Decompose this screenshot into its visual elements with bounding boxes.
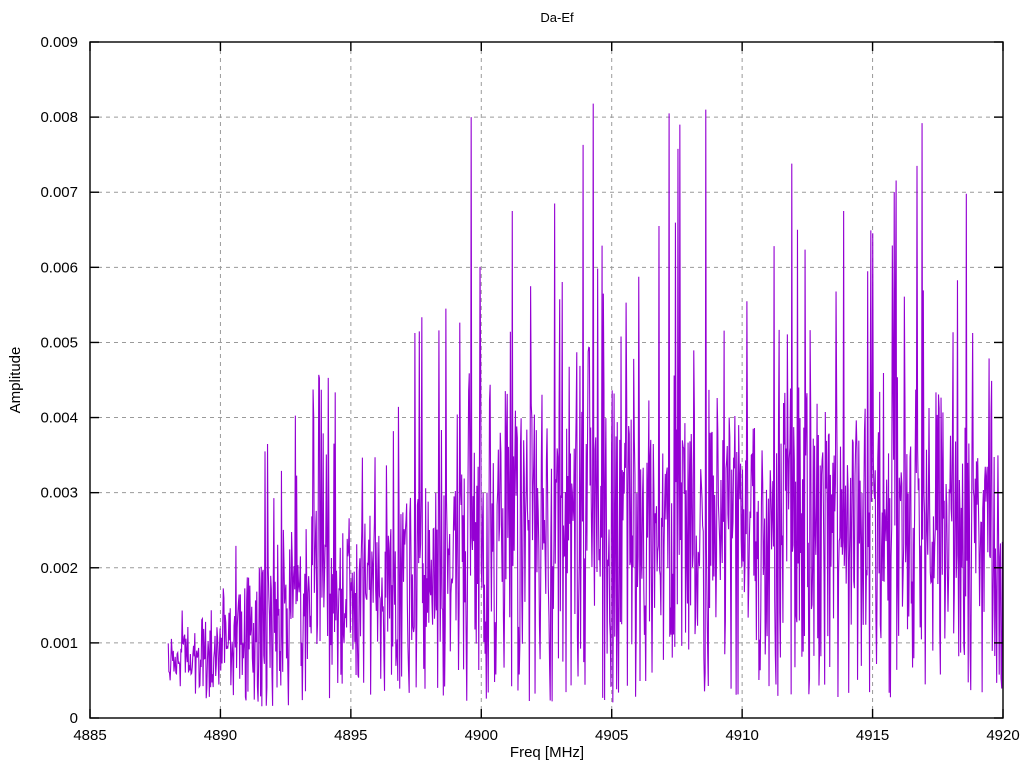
- y-tick-label: 0.003: [40, 485, 78, 502]
- y-tick-label: 0: [70, 710, 78, 727]
- plot-frame: [89, 41, 1004, 719]
- y-axis-title: Amplitude: [7, 347, 24, 414]
- x-axis-title: Freq [MHz]: [510, 744, 584, 761]
- x-tick-label: 4910: [725, 727, 758, 744]
- x-tick-label: 4895: [334, 727, 367, 744]
- x-tick-label: 4915: [856, 727, 889, 744]
- x-tick-label: 4900: [465, 727, 498, 744]
- y-tick-label: 0.004: [40, 410, 78, 427]
- axis-ticks: [89, 41, 1004, 719]
- plot-border: [89, 41, 1004, 719]
- y-tick-label: 0.005: [40, 334, 78, 351]
- y-tick-label: 0.002: [40, 560, 78, 577]
- y-tick-label: 0.007: [40, 184, 78, 201]
- y-tick-label: 0.009: [40, 34, 78, 51]
- x-tick-label: 4890: [204, 727, 237, 744]
- y-axis-tick-labels: 0 0.001 0.002 0.003 0.004 0.005 0.006 0.007 0.00…: [40, 34, 78, 727]
- spectrum-trace-line: [167, 103, 1003, 707]
- data-series-trace: [167, 103, 1003, 707]
- y-tick-label: 0.001: [40, 635, 78, 652]
- chart-title: Da-Ef: [540, 10, 574, 25]
- y-tick-label: 0.008: [40, 109, 78, 126]
- y-tick-label: 0.006: [40, 259, 78, 276]
- x-tick-label: 4885: [73, 727, 106, 744]
- x-tick-label: 4905: [595, 727, 628, 744]
- x-axis-tick-labels: 4885 4890 4895 4900 4905 4910 4915 4920: [73, 727, 1019, 744]
- x-tick-label: 4920: [986, 727, 1019, 744]
